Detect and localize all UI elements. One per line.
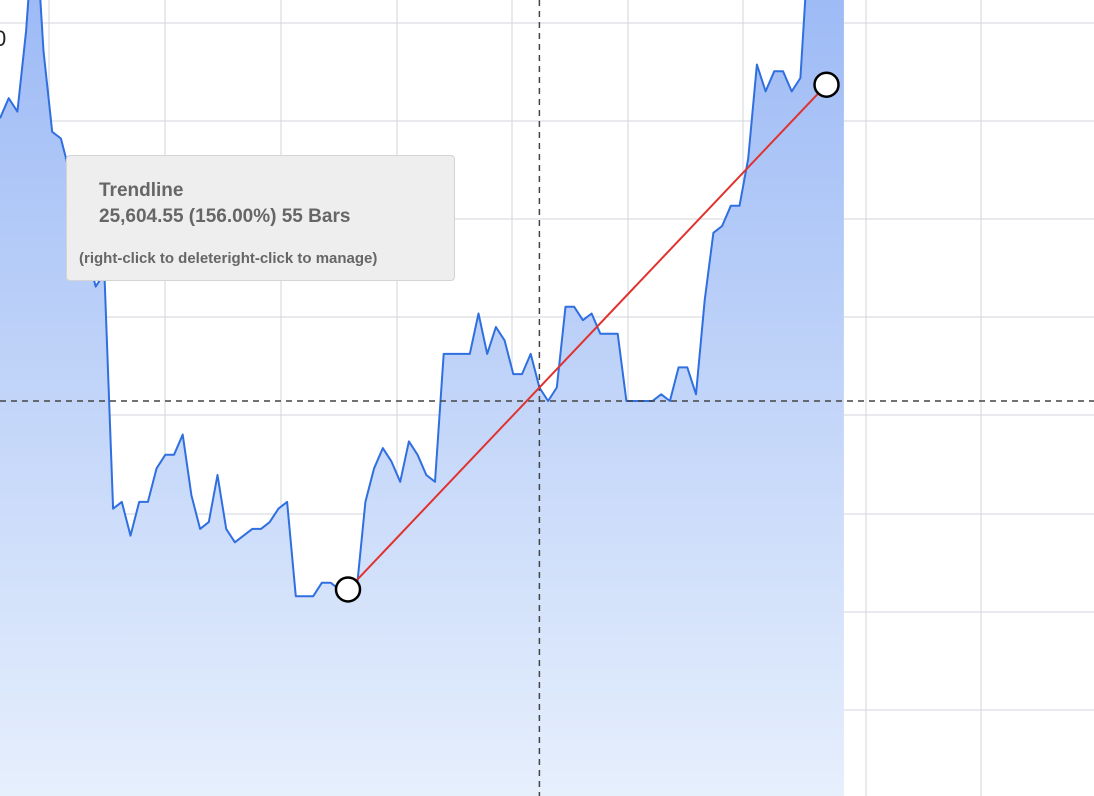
trendline-tooltip-stats: 25,604.55 (156.00%) 55 Bars xyxy=(99,206,351,227)
trendline-start-handle[interactable] xyxy=(334,576,362,603)
price-area-fill xyxy=(0,0,844,796)
y-axis-tick-label: 0 xyxy=(0,26,7,51)
trendline-tooltip-title: Trendline xyxy=(99,180,184,201)
trendline[interactable] xyxy=(347,84,828,591)
trendline-end-handle[interactable] xyxy=(813,71,840,98)
trendline-tooltip-hint: (right-click to deleteright-click to man… xyxy=(79,250,378,267)
price-series-line xyxy=(0,0,807,598)
trendline-tooltip: Trendline 25,604.55 (156.00%) 55 Bars (r… xyxy=(66,155,455,281)
